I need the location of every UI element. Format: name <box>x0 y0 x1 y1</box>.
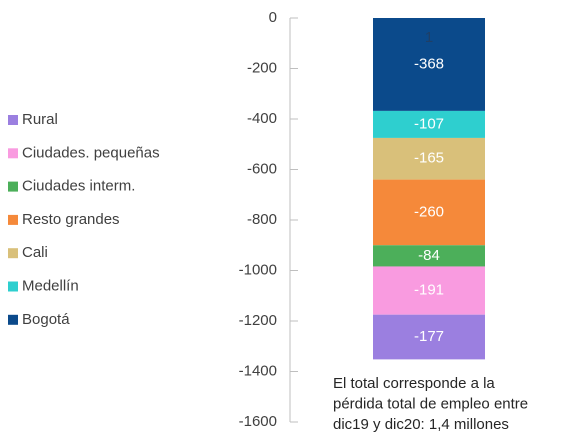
data-label: -260 <box>414 203 444 220</box>
annotation: pérdida total de empleo entre <box>333 395 528 412</box>
legend-label: Rural <box>22 111 58 128</box>
bar-segment <box>373 110 485 138</box>
data-label: -165 <box>414 150 444 167</box>
legend-label: Cali <box>22 244 48 261</box>
legend-swatch <box>8 281 18 292</box>
legend-swatch <box>8 115 18 125</box>
legend-label: Ciudades interm. <box>22 178 135 195</box>
data-label: -368 <box>414 55 444 72</box>
legend-label: Bogotá <box>22 311 70 328</box>
bar-segment <box>373 314 485 360</box>
y-tick-label: -1600 <box>239 413 277 430</box>
legend-swatch <box>8 314 18 325</box>
bar-segment <box>373 266 485 315</box>
legend-swatch <box>8 248 18 259</box>
bar-segment <box>373 137 485 180</box>
legend-swatch <box>8 181 18 192</box>
legend-swatch <box>8 148 18 159</box>
top-label: 1 <box>425 29 433 46</box>
legend-label: Medellín <box>22 277 79 294</box>
data-label: -191 <box>414 282 444 299</box>
bar-segment <box>373 18 485 111</box>
legend-swatch <box>8 214 18 225</box>
bar-segment <box>373 245 485 267</box>
y-tick-label: -800 <box>247 211 277 228</box>
y-tick-label: -1200 <box>239 312 277 329</box>
data-label: -84 <box>418 247 440 264</box>
annotation: El total corresponde a la <box>333 375 495 392</box>
y-tick-label: -1400 <box>239 362 277 379</box>
annotation: dic19 y dic20: 1,4 millones <box>333 416 509 433</box>
y-tick-label: -200 <box>247 59 277 76</box>
legend-label: Resto grandes <box>22 211 120 228</box>
y-tick-label: -400 <box>247 110 277 127</box>
bar-segment <box>373 179 485 246</box>
data-label: -107 <box>414 115 444 132</box>
y-tick-label: -600 <box>247 160 277 177</box>
legend-label: Ciudades. pequeñas <box>22 144 160 161</box>
data-label: -177 <box>414 328 444 345</box>
y-tick-label: -1000 <box>239 261 277 278</box>
y-tick-label: 0 <box>269 9 277 26</box>
